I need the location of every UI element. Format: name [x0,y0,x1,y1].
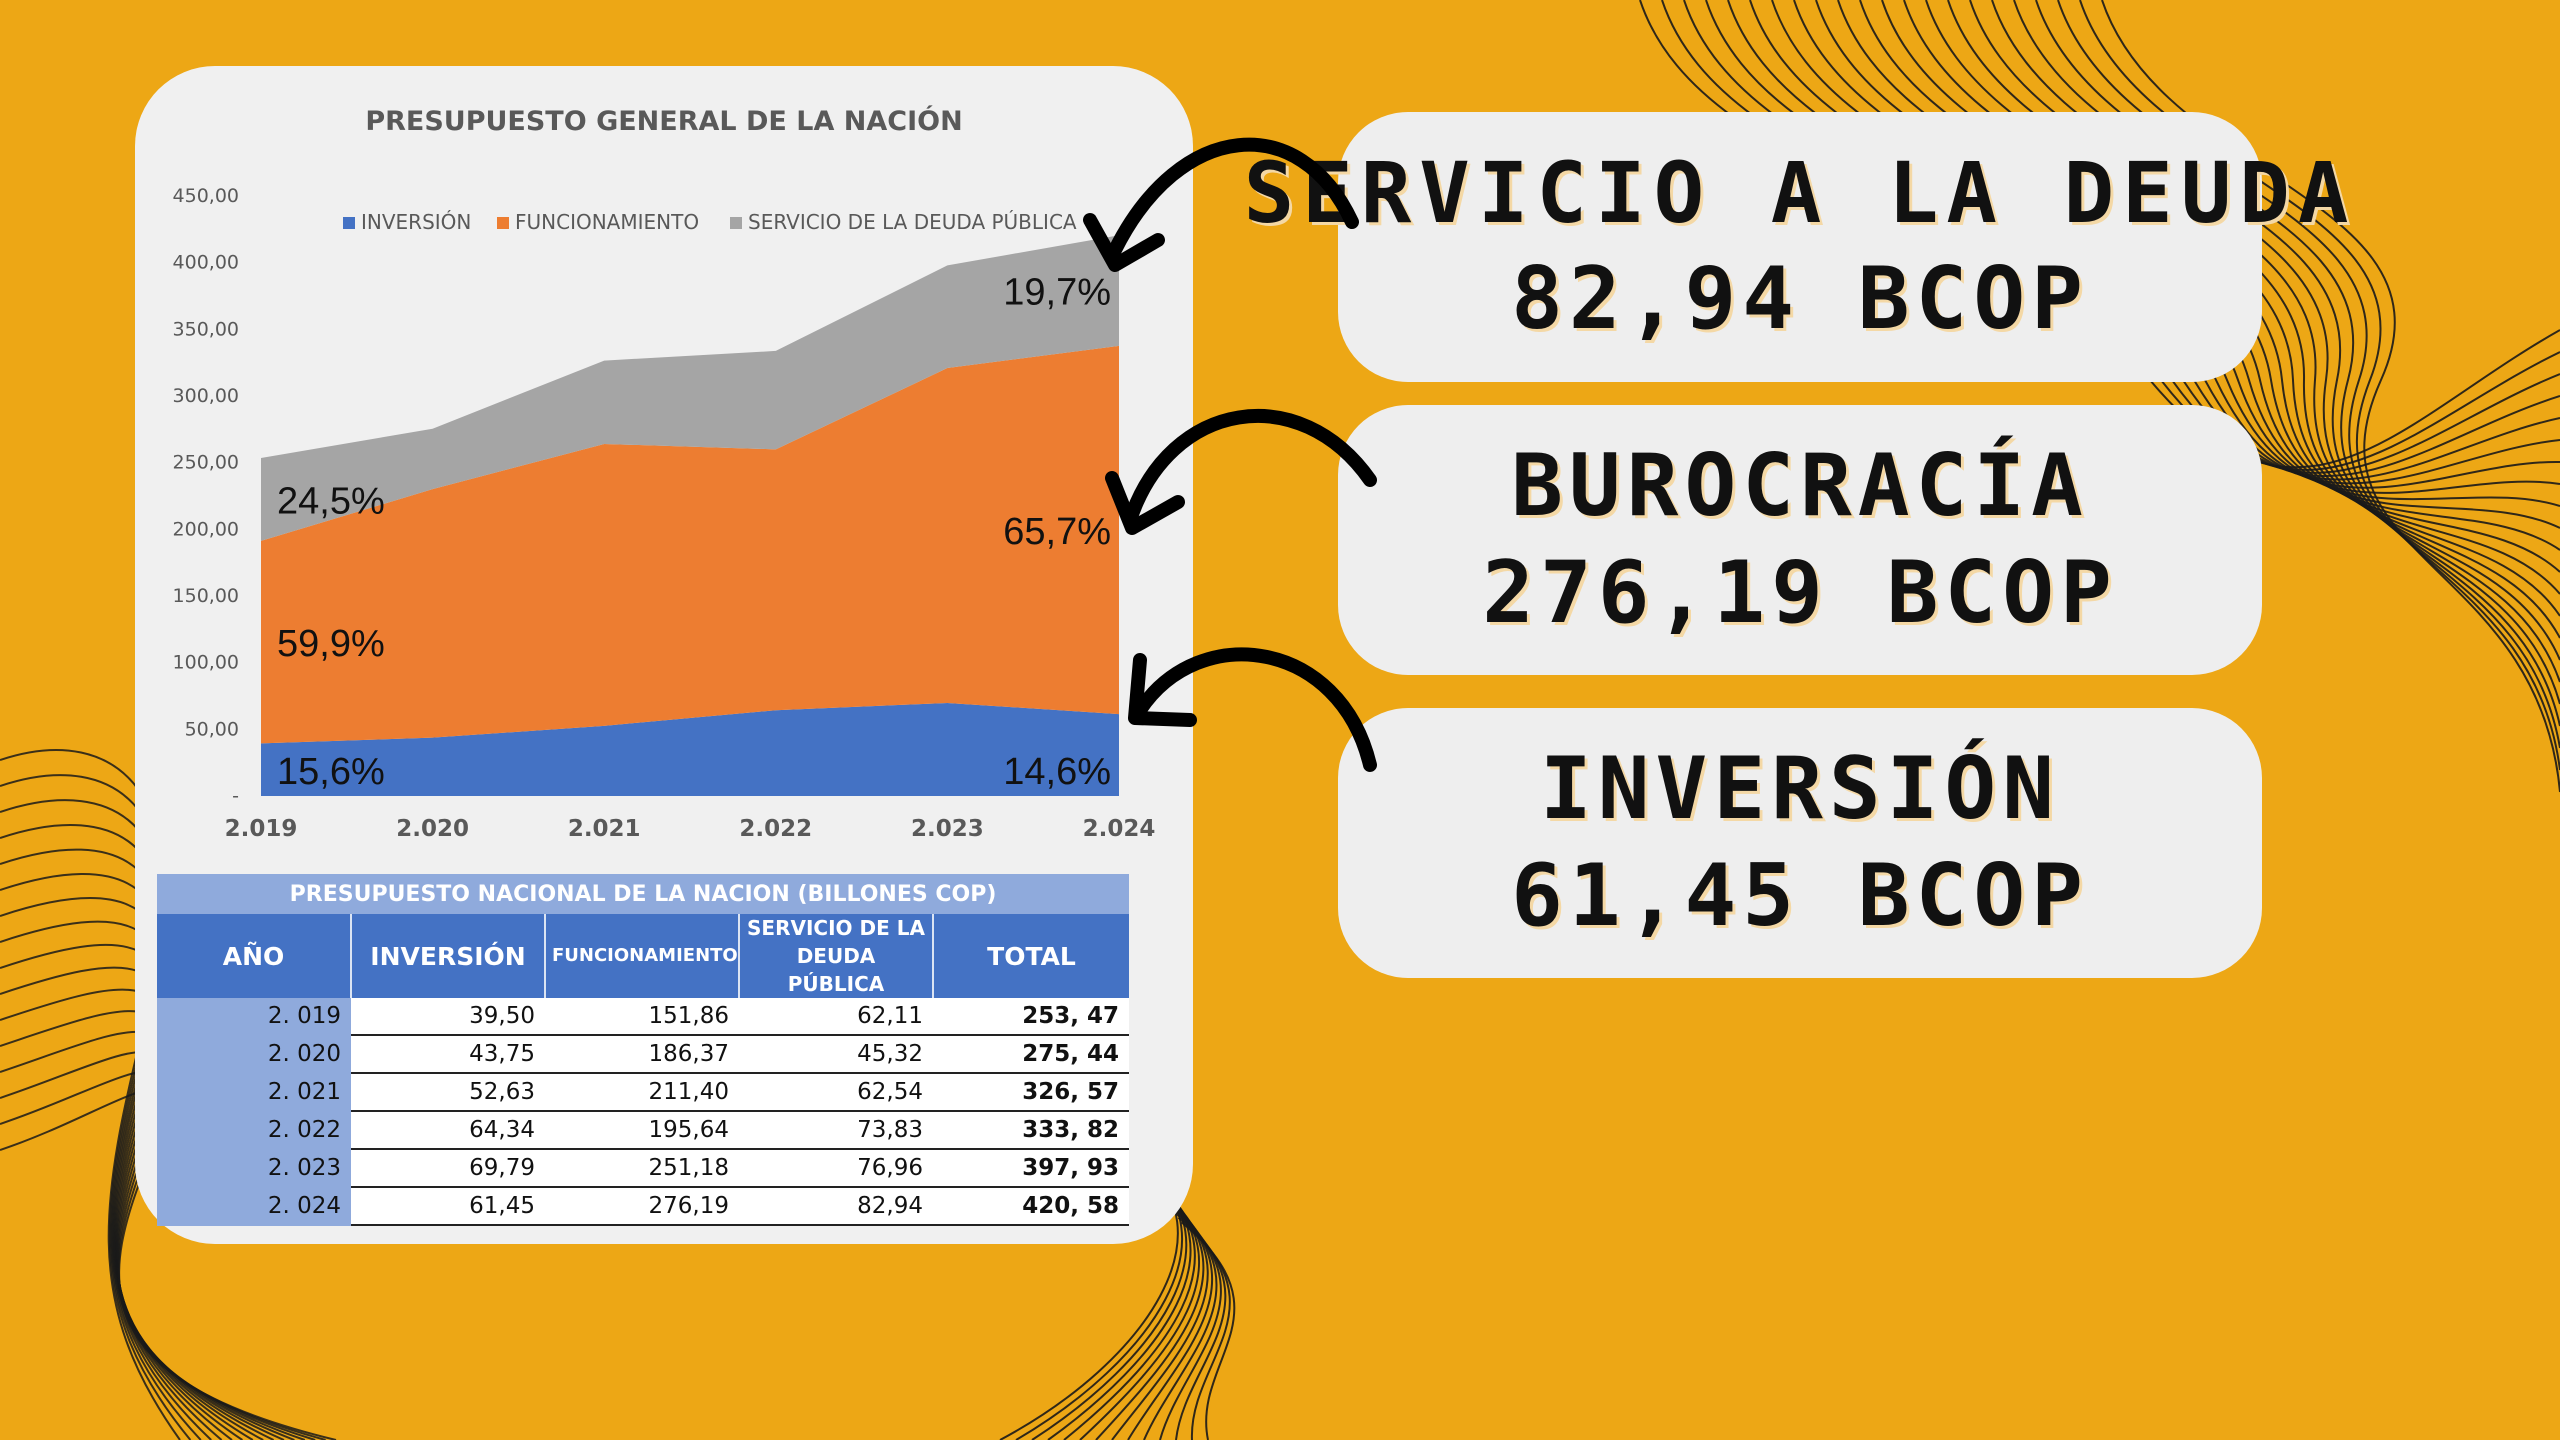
cell-year: 2. 020 [157,1035,351,1074]
callout-label: INVERSIÓN [1540,738,2060,839]
legend-label: SERVICIO DE LA DEUDA PÚBLICA [748,210,1077,234]
budget-table-wrapper: PRESUPUESTO NACIONAL DE LA NACION (BILLO… [157,874,1130,1226]
budget-table: PRESUPUESTO NACIONAL DE LA NACION (BILLO… [157,874,1130,1226]
y-tick-label: 50,00 [185,718,239,740]
table-row: 2. 020 43,75 186,37 45,32 275, 44 [157,1035,1130,1074]
cell-funcionamiento: 195,64 [545,1111,739,1150]
area-funcionamiento [261,345,1119,744]
data-label: 24,5% [277,480,385,522]
table-title: PRESUPUESTO NACIONAL DE LA NACION (BILLO… [157,874,1130,914]
y-tick-label: 150,00 [173,585,239,607]
data-label: 15,6% [277,751,385,793]
callout-inversion: INVERSIÓN 61,45 BCOP [1338,708,2262,978]
legend-label: INVERSIÓN [361,210,471,234]
cell-servicio-deuda: 45,32 [739,1035,933,1074]
header-funcionamiento: FUNCIONAMIENTO [544,914,739,998]
cell-inversion: 43,75 [351,1035,545,1074]
cell-servicio-deuda: 62,54 [739,1073,933,1112]
callout-label: SERVICIO A LA DEUDA [1243,143,2357,242]
callout-value: 276,19 BCOP [1482,543,2118,643]
cell-year: 2. 022 [157,1111,351,1150]
cell-servicio-deuda: 62,11 [739,998,933,1036]
x-tick-label: 2.023 [911,816,984,842]
cell-inversion: 61,45 [351,1187,545,1226]
y-tick-label: - [232,785,239,807]
x-tick-label: 2.020 [396,816,469,842]
x-tick-label: 2.022 [739,816,812,842]
callout-value: 82,94 BCOP [1511,248,2089,349]
cell-year: 2. 019 [157,998,351,1036]
legend-swatch [497,217,509,229]
area-inversi-n [261,702,1119,796]
cell-funcionamiento: 251,18 [545,1149,739,1188]
chart-card: PRESUPUESTO GENERAL DE LA NACIÓN - 50,00 1… [135,66,1193,1244]
legend-swatch [730,217,742,229]
callout-label: BUROCRACÍA [1511,435,2089,536]
callout-value: 61,45 BCOP [1511,846,2089,946]
table-row: 2. 024 61,45 276,19 82,94 420, 58 [157,1187,1130,1226]
cell-funcionamiento: 186,37 [545,1035,739,1074]
cell-inversion: 69,79 [351,1149,545,1188]
y-tick-label: 250,00 [173,452,239,474]
table-row: 2. 021 52,63 211,40 62,54 326, 57 [157,1073,1130,1112]
cell-total: 420, 58 [933,1187,1130,1226]
cell-total: 275, 44 [933,1035,1130,1074]
area-servicio-de-la-deuda-p-blica [261,235,1119,541]
data-label: 19,7% [1003,272,1111,314]
header-total: TOTAL [931,914,1130,998]
cell-inversion: 64,34 [351,1111,545,1150]
cell-year: 2. 021 [157,1073,351,1112]
data-label: 65,7% [1003,511,1111,553]
cell-total: 326, 57 [933,1073,1130,1112]
y-tick-label: 100,00 [173,652,239,674]
y-tick-label: 300,00 [173,385,239,407]
cell-servicio-deuda: 73,83 [739,1111,933,1150]
x-tick-label: 2.019 [225,816,298,842]
data-label: 14,6% [1003,751,1111,793]
header-year: AÑO [157,914,351,998]
cell-year: 2. 024 [157,1187,351,1226]
legend-swatch [343,217,355,229]
cell-year: 2. 023 [157,1149,351,1188]
cell-total: 253, 47 [933,998,1130,1036]
table-row: 2. 019 39,50 151,86 62,11 253, 47 [157,998,1130,1036]
cell-funcionamiento: 151,86 [545,998,739,1036]
callout-burocracia: BUROCRACÍA 276,19 BCOP [1338,405,2262,675]
cell-servicio-deuda: 82,94 [739,1187,933,1226]
x-tick-label: 2.021 [568,816,641,842]
y-tick-label: 200,00 [173,518,239,540]
table-row: 2. 023 69,79 251,18 76,96 397, 93 [157,1149,1130,1188]
legend-label: FUNCIONAMIENTO [515,210,699,234]
cell-total: 397, 93 [933,1149,1130,1188]
table-row: 2. 022 64,34 195,64 73,83 333, 82 [157,1111,1130,1150]
header-servicio-deuda: SERVICIO DE LA DEUDA PÚBLICA [738,914,933,998]
cell-servicio-deuda: 76,96 [739,1149,933,1188]
arrow-icon [1083,137,1359,272]
area-chart: - 50,00 100,00 150,00 200,00 250,00 300,00 350,… [173,185,1156,842]
cell-inversion: 39,50 [351,998,545,1036]
wave-line [1180,1221,1236,1440]
y-tick-label: 400,00 [173,252,239,274]
header-inversion: INVERSIÓN [350,914,545,998]
callout-servicio-deuda: SERVICIO A LA DEUDA 82,94 BCOP [1244,112,2348,382]
arrow-icon [1128,647,1377,772]
y-tick-label: 350,00 [173,318,239,340]
chart-title: PRESUPUESTO GENERAL DE LA NACIÓN [365,106,963,137]
y-tick-label: 450,00 [173,185,239,207]
arrow-icon [1105,409,1377,535]
data-label: 59,9% [277,623,385,665]
cell-funcionamiento: 211,40 [545,1073,739,1112]
cell-total: 333, 82 [933,1111,1130,1150]
x-tick-label: 2.024 [1083,816,1156,842]
cell-inversion: 52,63 [351,1073,545,1112]
cell-funcionamiento: 276,19 [545,1187,739,1226]
